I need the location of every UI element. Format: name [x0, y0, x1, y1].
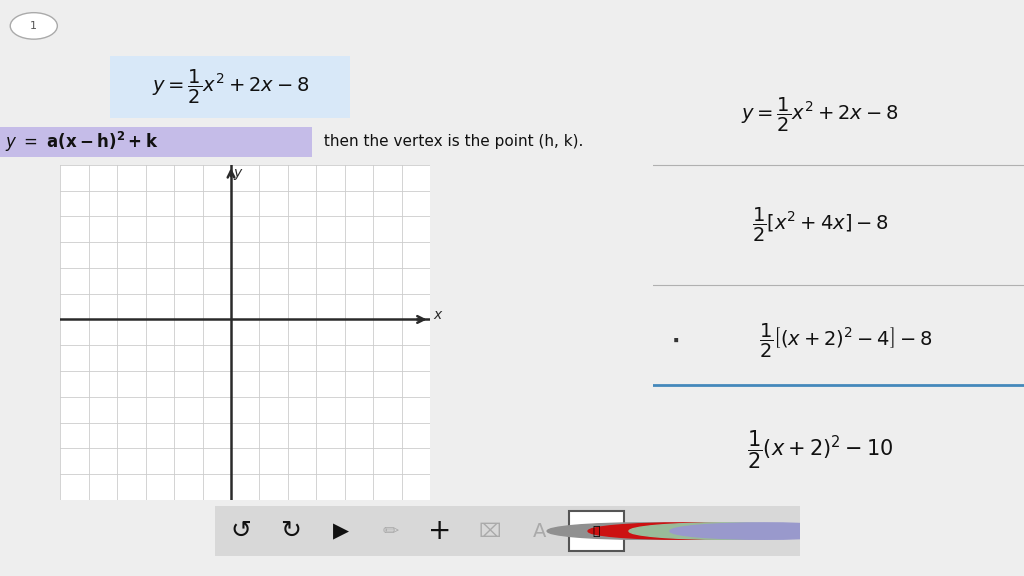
Text: ✏: ✏ — [382, 522, 398, 540]
Circle shape — [670, 523, 859, 539]
Text: $y$: $y$ — [232, 167, 244, 183]
Text: $y = \dfrac{1}{2}x^2 + 2x - 8$: $y = \dfrac{1}{2}x^2 + 2x - 8$ — [152, 68, 309, 106]
FancyBboxPatch shape — [110, 56, 350, 118]
Text: ▶: ▶ — [333, 521, 349, 541]
Text: then the vertex is the point (h, k).: then the vertex is the point (h, k). — [319, 134, 584, 149]
Circle shape — [629, 523, 818, 539]
Text: ↻: ↻ — [281, 519, 301, 543]
Text: A: A — [532, 522, 546, 540]
Text: $y\ =\ \mathbf{a(x-h)^2+k}$: $y\ =\ \mathbf{a(x-h)^2+k}$ — [5, 130, 159, 154]
Text: $\dfrac{1}{2}(x+2)^2 - 10$: $\dfrac{1}{2}(x+2)^2 - 10$ — [746, 428, 893, 471]
Text: +: + — [428, 517, 452, 545]
FancyBboxPatch shape — [0, 127, 312, 157]
Text: $x$: $x$ — [433, 308, 443, 322]
FancyBboxPatch shape — [568, 511, 625, 551]
Circle shape — [547, 523, 736, 539]
Circle shape — [588, 523, 777, 539]
Text: $\dfrac{1}{2}\left[x^2 + 4x\right] - 8$: $\dfrac{1}{2}\left[x^2 + 4x\right] - 8$ — [752, 206, 889, 244]
Text: ⌧: ⌧ — [478, 522, 501, 540]
Text: $\dfrac{1}{2}\left[(x+2)^2 - 4\right] - 8$: $\dfrac{1}{2}\left[(x+2)^2 - 4\right] - … — [760, 322, 933, 360]
Text: $\mathbf{\cdot}$: $\mathbf{\cdot}$ — [672, 331, 680, 351]
Text: $y = \dfrac{1}{2}x^2 + 2x - 8$: $y = \dfrac{1}{2}x^2 + 2x - 8$ — [741, 96, 899, 134]
Circle shape — [10, 13, 57, 39]
Text: 🏔: 🏔 — [593, 525, 600, 537]
FancyBboxPatch shape — [191, 503, 823, 559]
Text: 1: 1 — [31, 21, 37, 31]
Text: ↺: ↺ — [230, 519, 252, 543]
